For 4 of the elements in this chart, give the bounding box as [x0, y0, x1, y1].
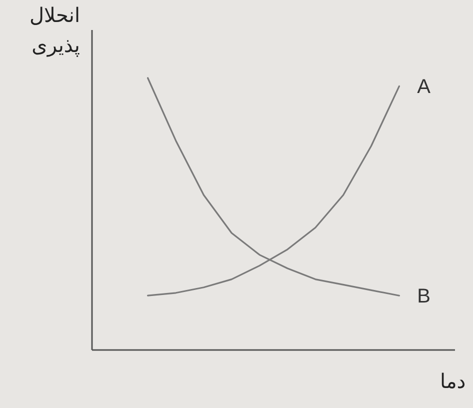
series-label: B [417, 286, 430, 308]
series-label: A [417, 76, 432, 98]
x-axis-title: دما [440, 369, 466, 393]
y-axis-title: انحلال پذیری [28, 2, 80, 59]
